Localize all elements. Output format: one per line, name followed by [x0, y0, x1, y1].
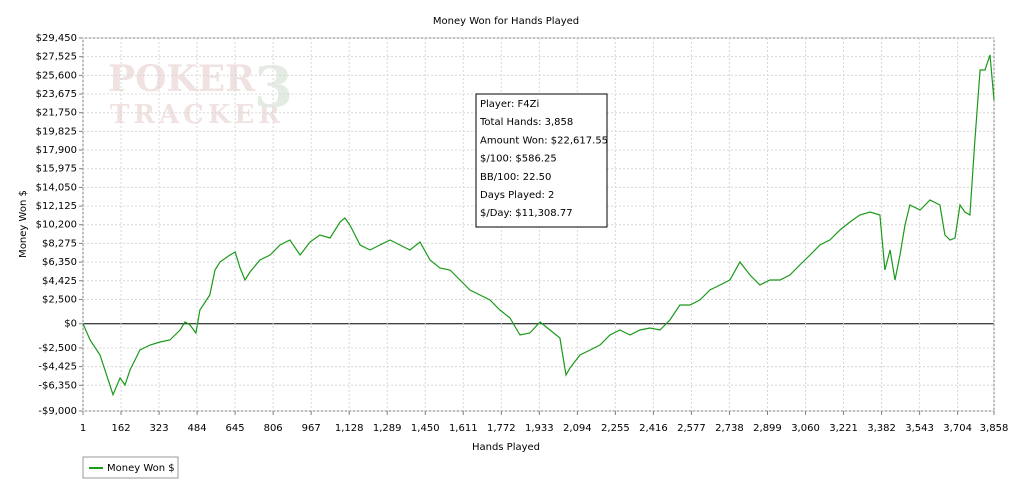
- y-tick-label: $25,600: [36, 70, 77, 81]
- x-tick-label: 967: [302, 423, 321, 434]
- x-tick-label: 3,060: [791, 423, 820, 434]
- x-tick-label: 162: [111, 423, 130, 434]
- y-tick-label: $12,125: [36, 201, 77, 212]
- plot-area: $29,450 $27,525 $25,600 $23,675 $21,750 $19,8…: [36, 33, 1009, 434]
- y-tick-label: $10,200: [36, 220, 77, 231]
- x-tick-label: 806: [264, 423, 283, 434]
- x-tick-label: 1: [80, 423, 86, 434]
- chart-title: Money Won for Hands Played: [433, 16, 579, 27]
- x-tick-label: 3,543: [905, 423, 934, 434]
- x-tick-label: 2,255: [601, 423, 630, 434]
- legend-items: Money Won $: [89, 463, 175, 474]
- info-line: Total Hands: 3,858: [479, 117, 573, 128]
- x-tick-label: 1,611: [449, 423, 478, 434]
- x-tick-label: 2,738: [715, 423, 744, 434]
- x-tick-label: 484: [188, 423, 207, 434]
- x-tick-label: 1,128: [335, 423, 364, 434]
- x-tick-label: 1,772: [487, 423, 516, 434]
- info-line: Player: F4Zi: [480, 99, 539, 110]
- y-tick-label: $23,675: [36, 89, 77, 100]
- y-tick-label: $8,275: [42, 238, 77, 249]
- y-axis-label: Money Won $: [18, 190, 29, 258]
- y-tick-label: $27,525: [36, 52, 77, 63]
- y-tick-label: -$4,425: [38, 362, 77, 373]
- info-line: BB/100: 22.50: [480, 172, 551, 183]
- y-tick-label: $6,350: [42, 257, 77, 268]
- info-box: [475, 93, 608, 228]
- y-tick-label: $2,500: [42, 294, 77, 305]
- x-axis-label: Hands Played: [472, 442, 540, 453]
- y-tick-label: $0: [64, 319, 77, 330]
- x-tick-label: 1,933: [525, 423, 554, 434]
- x-tick-label: 3,221: [829, 423, 858, 434]
- x-tick-label: 1,450: [411, 423, 440, 434]
- info-line: $/100: $586.25: [480, 154, 557, 165]
- y-tick-label: $21,750: [36, 108, 77, 119]
- info-lines: Player: F4Zi Total Hands: 3,858 Amount Won…: [479, 99, 608, 219]
- x-tick-label: 3,704: [943, 423, 972, 434]
- watermark: POKER: [108, 58, 256, 100]
- x-tick-label: 1,289: [373, 423, 402, 434]
- legend: [82, 456, 179, 479]
- y-tick-label: $14,050: [36, 182, 77, 193]
- info-line: Days Played: 2: [480, 190, 554, 201]
- x-tick-label: 2,416: [639, 423, 668, 434]
- x-tick-label: 645: [226, 423, 245, 434]
- info-line: $/Day: $11,308.77: [480, 208, 573, 219]
- watermark: TRACKER: [110, 100, 284, 130]
- y-tick-label: $4,425: [42, 276, 77, 287]
- info-line: Amount Won: $22,617.55: [480, 135, 608, 146]
- x-tick-label: 2,899: [753, 423, 782, 434]
- y-tick-label: -$9,000: [38, 406, 77, 417]
- legend-label: Money Won $: [107, 463, 175, 474]
- y-tick-label: $29,450: [36, 33, 77, 44]
- x-tick-label: 2,577: [677, 423, 706, 434]
- line-series: [82, 54, 995, 397]
- x-tick-label: 3,858: [980, 423, 1009, 434]
- y-tick-label: -$2,500: [38, 343, 77, 354]
- y-tick-label: $17,900: [36, 145, 77, 156]
- y-tick-label: $19,825: [36, 126, 77, 137]
- y-tick-label: $15,975: [36, 164, 77, 175]
- x-tick-label: 3,382: [867, 423, 896, 434]
- x-tick-label: 323: [150, 423, 169, 434]
- y-tick-label: -$6,350: [38, 380, 77, 391]
- x-tick-label: 2,094: [563, 423, 592, 434]
